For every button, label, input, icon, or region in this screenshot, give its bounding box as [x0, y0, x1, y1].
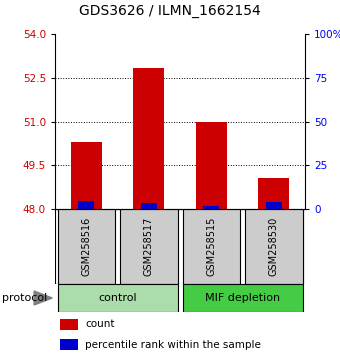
Bar	[79, 201, 94, 209]
Bar	[57, 209, 115, 284]
Bar	[57, 284, 177, 312]
Bar	[133, 68, 164, 209]
Bar	[183, 209, 240, 284]
Text: protocol: protocol	[2, 293, 47, 303]
Polygon shape	[34, 291, 52, 305]
Text: percentile rank within the sample: percentile rank within the sample	[85, 339, 261, 349]
Bar	[60, 319, 78, 330]
Bar	[141, 202, 156, 209]
Bar	[203, 206, 219, 209]
Text: control: control	[98, 293, 137, 303]
Bar	[120, 209, 177, 284]
Bar	[195, 121, 227, 209]
Text: MIF depletion: MIF depletion	[205, 293, 280, 303]
Bar	[71, 142, 102, 209]
Text: GSM258530: GSM258530	[269, 217, 279, 276]
Bar	[183, 284, 303, 312]
Bar	[258, 178, 289, 209]
Text: count: count	[85, 319, 115, 329]
Text: GSM258516: GSM258516	[81, 217, 91, 276]
Text: GSM258517: GSM258517	[144, 217, 154, 276]
Bar	[60, 339, 78, 350]
Bar	[266, 202, 282, 209]
Bar	[245, 209, 303, 284]
Text: GDS3626 / ILMN_1662154: GDS3626 / ILMN_1662154	[79, 4, 261, 18]
Text: GSM258515: GSM258515	[206, 217, 216, 276]
